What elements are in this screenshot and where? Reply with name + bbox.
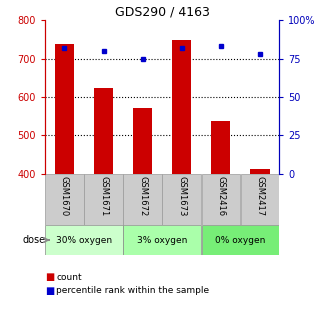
Bar	[55, 44, 74, 174]
Bar	[211, 121, 230, 174]
Bar	[45, 174, 83, 225]
Bar	[124, 225, 201, 255]
Bar	[250, 169, 270, 174]
Text: GSM1670: GSM1670	[60, 176, 69, 216]
Bar	[241, 174, 279, 225]
Text: GSM1673: GSM1673	[177, 176, 186, 216]
Text: GSM2417: GSM2417	[255, 176, 264, 216]
Bar	[162, 174, 201, 225]
Bar	[45, 225, 123, 255]
Text: ■: ■	[45, 272, 54, 282]
Bar	[124, 174, 162, 225]
Bar	[133, 109, 152, 174]
Text: GSM1671: GSM1671	[99, 176, 108, 216]
Text: count: count	[56, 273, 82, 282]
Text: dose: dose	[22, 235, 46, 245]
Title: GDS290 / 4163: GDS290 / 4163	[115, 6, 210, 19]
Bar	[202, 225, 279, 255]
Text: 0% oxygen: 0% oxygen	[215, 236, 265, 245]
Bar	[94, 88, 113, 174]
Bar	[172, 40, 191, 174]
Text: percentile rank within the sample: percentile rank within the sample	[56, 286, 209, 295]
Text: ■: ■	[45, 286, 54, 296]
Bar	[84, 174, 123, 225]
Text: GSM2416: GSM2416	[216, 176, 225, 216]
Text: 30% oxygen: 30% oxygen	[56, 236, 112, 245]
Bar	[202, 174, 240, 225]
Text: 3% oxygen: 3% oxygen	[137, 236, 187, 245]
Text: GSM1672: GSM1672	[138, 176, 147, 216]
